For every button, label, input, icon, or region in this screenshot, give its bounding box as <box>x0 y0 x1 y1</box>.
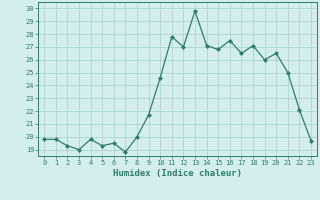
X-axis label: Humidex (Indice chaleur): Humidex (Indice chaleur) <box>113 169 242 178</box>
